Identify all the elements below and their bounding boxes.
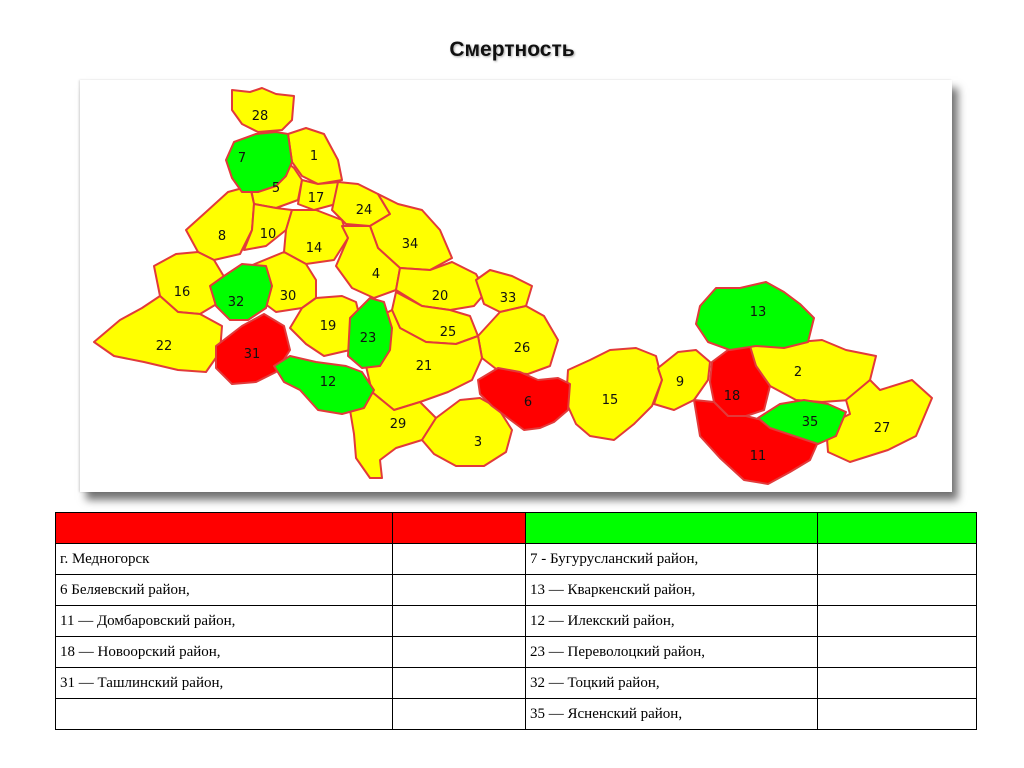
region-23	[347, 297, 393, 369]
region-label-9: 9	[676, 375, 684, 390]
low-district-cell: 13 — Кваркенский район,	[525, 574, 818, 606]
region-label-32: 32	[228, 295, 245, 310]
high-district-cell: 11 — Домбаровский район,	[55, 605, 393, 637]
region-label-5: 5	[272, 181, 280, 196]
high-mortality-swatch-2	[392, 512, 526, 544]
region-label-14: 14	[306, 241, 323, 256]
table-row: 6 Беляевский район, 13 — Кваркенский рай…	[55, 574, 977, 606]
region-label-22: 22	[156, 339, 173, 354]
low-value-cell	[817, 543, 977, 575]
high-district-cell	[55, 698, 393, 730]
table-row: 31 — Ташлинский район, 32 — Тоцкий район…	[55, 667, 977, 699]
high-value-cell	[392, 574, 526, 606]
region-7	[225, 131, 293, 193]
region-label-21: 21	[416, 359, 433, 374]
region-label-1: 1	[310, 149, 318, 164]
high-district-cell: 18 — Новоорский район,	[55, 636, 393, 668]
region-label-7: 7	[238, 151, 246, 166]
region-label-23: 23	[360, 331, 377, 346]
region-14	[283, 209, 349, 265]
region-29	[349, 391, 437, 479]
region-label-10: 10	[260, 227, 277, 242]
high-district-cell: г. Медногорск	[55, 543, 393, 575]
region-label-4: 4	[372, 267, 380, 282]
region-label-11: 11	[750, 449, 767, 464]
low-value-cell	[817, 667, 977, 699]
region-label-13: 13	[750, 305, 767, 320]
low-value-cell	[817, 698, 977, 730]
region-label-16: 16	[174, 285, 191, 300]
region-label-31: 31	[244, 347, 261, 362]
region-label-33: 33	[500, 291, 517, 306]
region-label-35: 35	[802, 415, 819, 430]
high-district-cell: 6 Беляевский район,	[55, 574, 393, 606]
region-3	[421, 397, 513, 467]
district-map: 28 7 1 5 17 24 8 10 14 34 4 16 32 30 20 …	[80, 80, 952, 492]
region-15	[565, 347, 663, 441]
page-title: Смертность	[449, 38, 575, 61]
region-label-30: 30	[280, 289, 297, 304]
region-35	[757, 399, 847, 445]
region-12	[273, 355, 375, 415]
region-label-28: 28	[252, 109, 269, 124]
region-label-3: 3	[474, 435, 482, 450]
region-label-15: 15	[602, 393, 619, 408]
region-label-34: 34	[402, 237, 419, 252]
high-district-cell: 31 — Ташлинский район,	[55, 667, 393, 699]
high-mortality-swatch	[55, 512, 393, 544]
region-label-20: 20	[432, 289, 449, 304]
region-9	[653, 349, 711, 411]
low-mortality-swatch-2	[817, 512, 977, 544]
table-row: 35 — Ясненский район,	[55, 698, 977, 730]
region-label-19: 19	[320, 319, 337, 334]
table-row: г. Медногорск 7 - Бугурусланский район,	[55, 543, 977, 575]
region-32	[209, 263, 273, 321]
high-value-cell	[392, 636, 526, 668]
low-district-cell: 35 — Ясненский район,	[525, 698, 818, 730]
region-label-18: 18	[724, 389, 741, 404]
region-label-27: 27	[874, 421, 891, 436]
region-4	[335, 225, 401, 299]
region-label-29: 29	[390, 417, 407, 432]
legend-header-row	[55, 512, 977, 544]
high-value-cell	[392, 605, 526, 637]
region-10	[243, 203, 293, 251]
region-28	[231, 87, 295, 133]
map-svg: 28 7 1 5 17 24 8 10 14 34 4 16 32 30 20 …	[93, 87, 933, 485]
region-22	[93, 295, 223, 373]
region-13	[695, 281, 815, 351]
legend-table: г. Медногорск 7 - Бугурусланский район, …	[55, 512, 977, 730]
region-1	[287, 127, 343, 185]
region-label-24: 24	[356, 203, 373, 218]
region-11	[693, 399, 819, 485]
high-value-cell	[392, 667, 526, 699]
low-value-cell	[817, 636, 977, 668]
region-label-26: 26	[514, 341, 531, 356]
high-value-cell	[392, 543, 526, 575]
low-value-cell	[817, 605, 977, 637]
low-district-cell: 7 - Бугурусланский район,	[525, 543, 818, 575]
high-value-cell	[392, 698, 526, 730]
table-row: 11 — Домбаровский район, 12 — Илекский р…	[55, 605, 977, 637]
region-label-2: 2	[794, 365, 802, 380]
low-district-cell: 32 — Тоцкий район,	[525, 667, 818, 699]
low-district-cell: 12 — Илекский район,	[525, 605, 818, 637]
region-label-8: 8	[218, 229, 226, 244]
low-district-cell: 23 — Переволоцкий район,	[525, 636, 818, 668]
region-label-6: 6	[524, 395, 532, 410]
region-33	[475, 269, 533, 313]
low-mortality-swatch	[525, 512, 818, 544]
region-6	[477, 367, 571, 431]
low-value-cell	[817, 574, 977, 606]
region-26	[477, 305, 559, 375]
region-label-12: 12	[320, 375, 337, 390]
table-row: 18 — Новоорский район, 23 — Переволоцкий…	[55, 636, 977, 668]
region-label-17: 17	[308, 191, 325, 206]
region-label-25: 25	[440, 325, 457, 340]
